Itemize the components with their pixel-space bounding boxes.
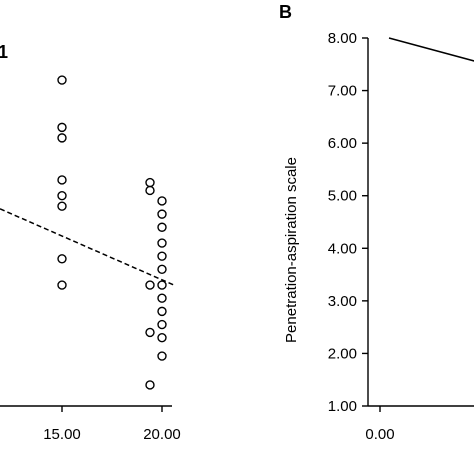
- panel-a-data-point: [157, 238, 167, 248]
- panel-a-data-point: [57, 75, 67, 85]
- panel-b-x-ticks: 0.00: [365, 406, 395, 443]
- panel-a-data-point: [145, 280, 155, 290]
- panel-b-y-tick-label: 3.00: [328, 293, 357, 310]
- panel-b-y-axis-title: Penetration-aspiration scale: [283, 157, 300, 343]
- panel-a-data-point: [145, 185, 155, 196]
- panel-a-data-point: [157, 306, 167, 317]
- panel-b-y-tick-label: 7.00: [328, 83, 357, 100]
- panel-a: 1 15.00 20.00: [0, 42, 181, 443]
- panel-a-data-point: [157, 264, 167, 275]
- panel-a-data-point: [57, 254, 67, 264]
- panel-a-data-point: [157, 332, 167, 343]
- panel-a-data-point: [145, 380, 155, 390]
- panel-a-data-point: [157, 280, 167, 290]
- panel-a-points: [57, 75, 167, 390]
- panel-a-x-ticks: 15.00 20.00: [43, 406, 181, 443]
- panel-a-data-point: [157, 196, 167, 206]
- panel-a-data-point: [157, 319, 167, 330]
- panel-a-fit-line: [0, 208, 175, 286]
- panel-b-y-tick-label: 1.00: [328, 398, 357, 415]
- panel-a-data-point: [57, 175, 67, 185]
- panel-a-x-tick-label: 20.00: [143, 426, 181, 443]
- panel-a-data-point: [57, 133, 67, 143]
- panel-a-data-point: [157, 209, 167, 219]
- panel-a-x-tick-label: 15.00: [43, 426, 81, 443]
- panel-a-data-point: [157, 251, 167, 261]
- panel-b-y-tick-label: 6.00: [328, 135, 357, 152]
- panel-a-label-fragment: 1: [0, 42, 8, 62]
- panel-b-y-tick-label: 5.00: [328, 188, 357, 205]
- panel-b-x-tick-label: 0.00: [365, 426, 394, 443]
- panel-b-y-tick-label: 2.00: [328, 345, 357, 362]
- panel-a-data-point: [57, 191, 67, 201]
- panel-a-data-point: [145, 177, 155, 188]
- panel-b-y-ticks: 8.00 7.00 6.00 5.00 4.00 3.00 2.00 1.00: [328, 30, 368, 415]
- panel-a-data-point: [57, 122, 67, 133]
- panel-a-data-point: [157, 222, 167, 232]
- panel-a-data-point: [57, 201, 67, 211]
- panel-a-data-point: [145, 327, 155, 338]
- panel-a-data-point: [157, 351, 167, 361]
- panel-a-data-point: [57, 280, 67, 290]
- panel-b-y-tick-label: 4.00: [328, 240, 357, 257]
- panel-b-letter: B: [279, 2, 292, 22]
- panel-b-y-tick-label: 8.00: [328, 30, 357, 47]
- panel-b: B Penetration-aspiration scale 8.00 7.00 6…: [279, 2, 474, 443]
- panel-a-data-point: [157, 293, 167, 303]
- panel-b-fit-line: [388, 37, 474, 62]
